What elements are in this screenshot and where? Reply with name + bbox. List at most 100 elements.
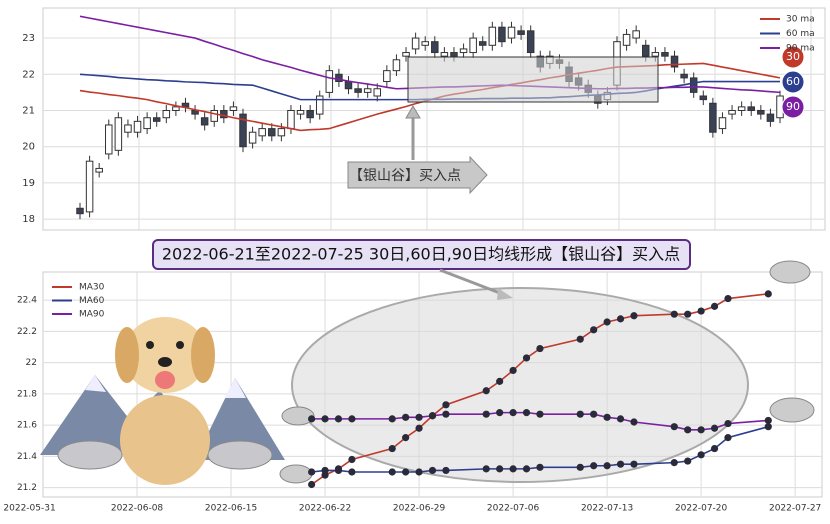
ingot (57, 440, 123, 470)
candle-body (440, 52, 449, 57)
mountain (195, 378, 285, 460)
candle-body (277, 128, 286, 137)
ma-point (442, 401, 450, 409)
ma-point (388, 415, 396, 423)
ma-point (603, 413, 611, 421)
y-tick-label: 18 (22, 214, 35, 225)
ma-point (509, 366, 517, 375)
x-tick-label: 2022-05-31 (3, 504, 55, 514)
candle-body (335, 73, 343, 83)
x-tick-label: 2022-07-06 (487, 504, 540, 514)
candle-body (421, 41, 429, 46)
ma-badge (781, 45, 805, 69)
dog-ear (115, 327, 139, 383)
candle-body (85, 160, 94, 213)
candle-body (766, 113, 775, 122)
ma-point (630, 460, 638, 468)
candle-body (622, 33, 631, 46)
ma-point (334, 415, 343, 423)
x-tick-label: 2022-07-27 (769, 504, 821, 514)
ma-point (348, 455, 356, 464)
candle-body (344, 81, 353, 90)
candle-body (133, 120, 142, 133)
candle-body (450, 52, 458, 57)
candle-body (718, 117, 727, 130)
ma-point (388, 444, 396, 453)
bottom-layer: 2022-05-31 2022-06-08 2022-06-15 2022-06-22… (3, 283, 821, 514)
dog-tongue (155, 371, 175, 389)
dog-ear (191, 327, 215, 383)
ma-point (630, 418, 638, 426)
candle-body (392, 59, 401, 72)
y-tick-label: 21.8 (17, 389, 37, 399)
ma-badge-label: 60 (786, 75, 800, 88)
banner-box (152, 239, 691, 270)
candle-body (172, 106, 180, 111)
mountain-snow (85, 375, 106, 392)
candle-body (670, 55, 679, 68)
candle-body (383, 70, 391, 83)
y-tick-label: 22.2 (17, 327, 37, 337)
ma-point (415, 424, 423, 432)
ma-point (764, 290, 772, 298)
y-tick-label: 22.4 (17, 296, 37, 306)
candle-body (469, 37, 477, 54)
ma-point (576, 335, 584, 343)
dog-eye (146, 341, 154, 349)
ma-point (764, 423, 772, 431)
x-tick-label: 2022-06-22 (299, 504, 351, 514)
candle-body (737, 106, 746, 111)
candle-body (498, 26, 506, 43)
ma-point (321, 466, 329, 475)
ma-point (482, 387, 490, 395)
candle-body (699, 95, 708, 101)
ingot (281, 406, 315, 426)
y-tick-label: 19 (22, 178, 35, 189)
ma-point (402, 413, 410, 421)
candle-body (431, 41, 439, 54)
y-tick-label: 21 (22, 105, 35, 116)
y-tick-label: 23 (22, 33, 35, 44)
x-tick-label: 2022-07-20 (675, 504, 728, 514)
decoration (40, 260, 815, 485)
candle-body (632, 30, 640, 39)
ma-point (509, 465, 517, 473)
ma-point (684, 457, 692, 465)
y-tick-label: 21.4 (17, 452, 37, 462)
annotation-box (347, 155, 488, 195)
ma-point (710, 302, 719, 310)
ma-point (536, 463, 544, 471)
ma-point (428, 466, 437, 475)
mountain-snow (225, 378, 246, 398)
legend-label: 90 ma (786, 44, 815, 54)
ma-point (697, 451, 705, 459)
ma-point (590, 326, 598, 334)
ma-point (442, 466, 450, 475)
candle-body (152, 117, 161, 122)
ma-point (670, 310, 678, 318)
candle-body (287, 109, 295, 130)
x-tick-label: 2022-07-13 (581, 504, 633, 514)
legend-label: MA90 (79, 310, 105, 320)
ma-point (724, 419, 732, 428)
ma-point (630, 312, 638, 320)
ma-point (670, 423, 678, 431)
ma-point (308, 480, 316, 489)
ma-badge-label: 30 (786, 50, 800, 63)
ma-point (684, 426, 692, 434)
candle-body (507, 26, 516, 39)
candle-body (526, 30, 535, 54)
x-tick-label: 2022-06-15 (205, 504, 257, 514)
highlight-box (407, 56, 659, 103)
dog-nose (158, 357, 172, 367)
ma-point (496, 409, 504, 417)
candle-body (210, 109, 218, 122)
ingot (769, 260, 811, 284)
candle-body (728, 109, 736, 115)
candle-body (517, 30, 525, 35)
candle-body (325, 70, 334, 93)
ma-point (522, 409, 531, 417)
dog-head (123, 317, 207, 393)
ma-point (402, 434, 410, 442)
